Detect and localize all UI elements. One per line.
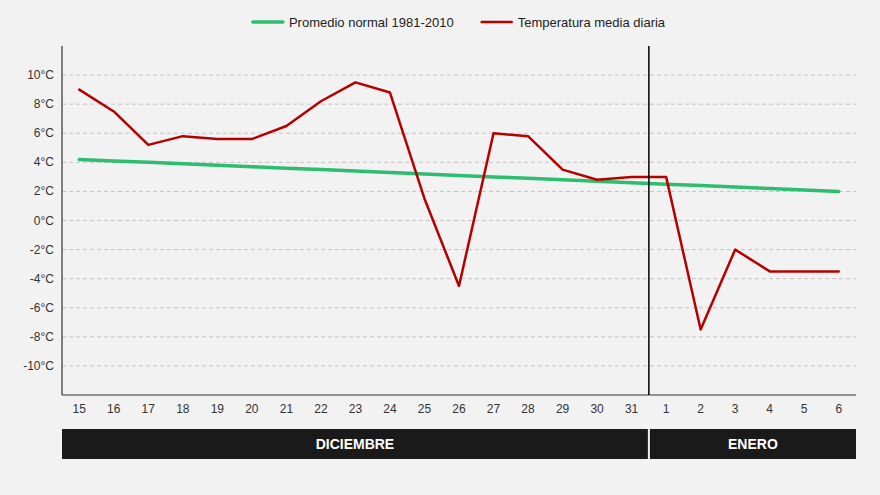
x-axis — [62, 394, 856, 395]
x-tick-label: 19 — [211, 402, 225, 416]
x-tick-label: 17 — [142, 402, 156, 416]
x-tick-label: 22 — [314, 402, 328, 416]
x-tick-label: 6 — [835, 402, 842, 416]
x-tick-label: 2 — [697, 402, 704, 416]
y-tick-label: 2°C — [34, 184, 54, 198]
x-tick-label: 15 — [73, 402, 87, 416]
grid-line — [62, 336, 856, 337]
legend-label: Temperatura media diaria — [518, 15, 666, 30]
x-tick-label: 24 — [383, 402, 397, 416]
x-tick-label: 3 — [732, 402, 739, 416]
month-bar — [650, 429, 856, 459]
x-tick-label: 28 — [521, 402, 535, 416]
month-label: DICIEMBRE — [316, 436, 395, 452]
x-tick-label: 21 — [280, 402, 294, 416]
y-tick-label: -6°C — [30, 301, 54, 315]
y-tick-label: -2°C — [30, 243, 54, 257]
grid-line — [62, 220, 856, 221]
x-tick-label: 18 — [176, 402, 190, 416]
legend: Promedio normal 1981-2010 Temperatura med… — [253, 15, 666, 30]
x-tick-label: 16 — [107, 402, 121, 416]
month-divider — [648, 46, 650, 395]
x-tick-label: 30 — [590, 402, 604, 416]
month-bar — [62, 429, 648, 459]
y-tick-label: -8°C — [30, 330, 54, 344]
x-tick-label: 1 — [663, 402, 670, 416]
series-line — [79, 82, 838, 329]
x-tick-label: 26 — [452, 402, 466, 416]
y-axis — [61, 46, 62, 395]
grid-line — [62, 307, 856, 308]
x-tick-label: 4 — [766, 402, 773, 416]
y-tick-label: -4°C — [30, 272, 54, 286]
legend-item: Promedio normal 1981-2010 — [253, 15, 454, 30]
y-tick-label: 4°C — [34, 155, 54, 169]
grid-line — [62, 278, 856, 279]
y-tick-label: 0°C — [34, 214, 54, 228]
x-tick-label: 27 — [487, 402, 501, 416]
grid-line — [62, 133, 856, 134]
x-tick-label: 31 — [625, 402, 639, 416]
legend-label: Promedio normal 1981-2010 — [289, 15, 454, 30]
grid — [62, 75, 856, 366]
y-tick-label: 6°C — [34, 126, 54, 140]
y-tick-label: -10°C — [23, 359, 54, 373]
x-tick-label: 25 — [418, 402, 432, 416]
series-line — [79, 159, 838, 191]
legend-item: Temperatura media diaria — [482, 15, 666, 30]
grid-line — [62, 191, 856, 192]
y-tick-label: 8°C — [34, 97, 54, 111]
x-tick-label: 5 — [801, 402, 808, 416]
x-tick-label: 23 — [349, 402, 363, 416]
x-tick-label: 29 — [556, 402, 570, 416]
chart: -10°C -8°C -6°C -4°C -2°C 0°C 2°C 4°C 6°C 8°C 10°C… — [0, 0, 880, 495]
x-tick-label: 20 — [245, 402, 259, 416]
grid-line — [62, 75, 856, 76]
month-label: ENERO — [728, 436, 778, 452]
legend-swatch — [482, 21, 512, 24]
legend-swatch — [253, 20, 283, 24]
grid-line — [62, 365, 856, 366]
y-tick-label: 10°C — [27, 68, 54, 82]
lines — [79, 82, 838, 329]
grid-line — [62, 104, 856, 105]
